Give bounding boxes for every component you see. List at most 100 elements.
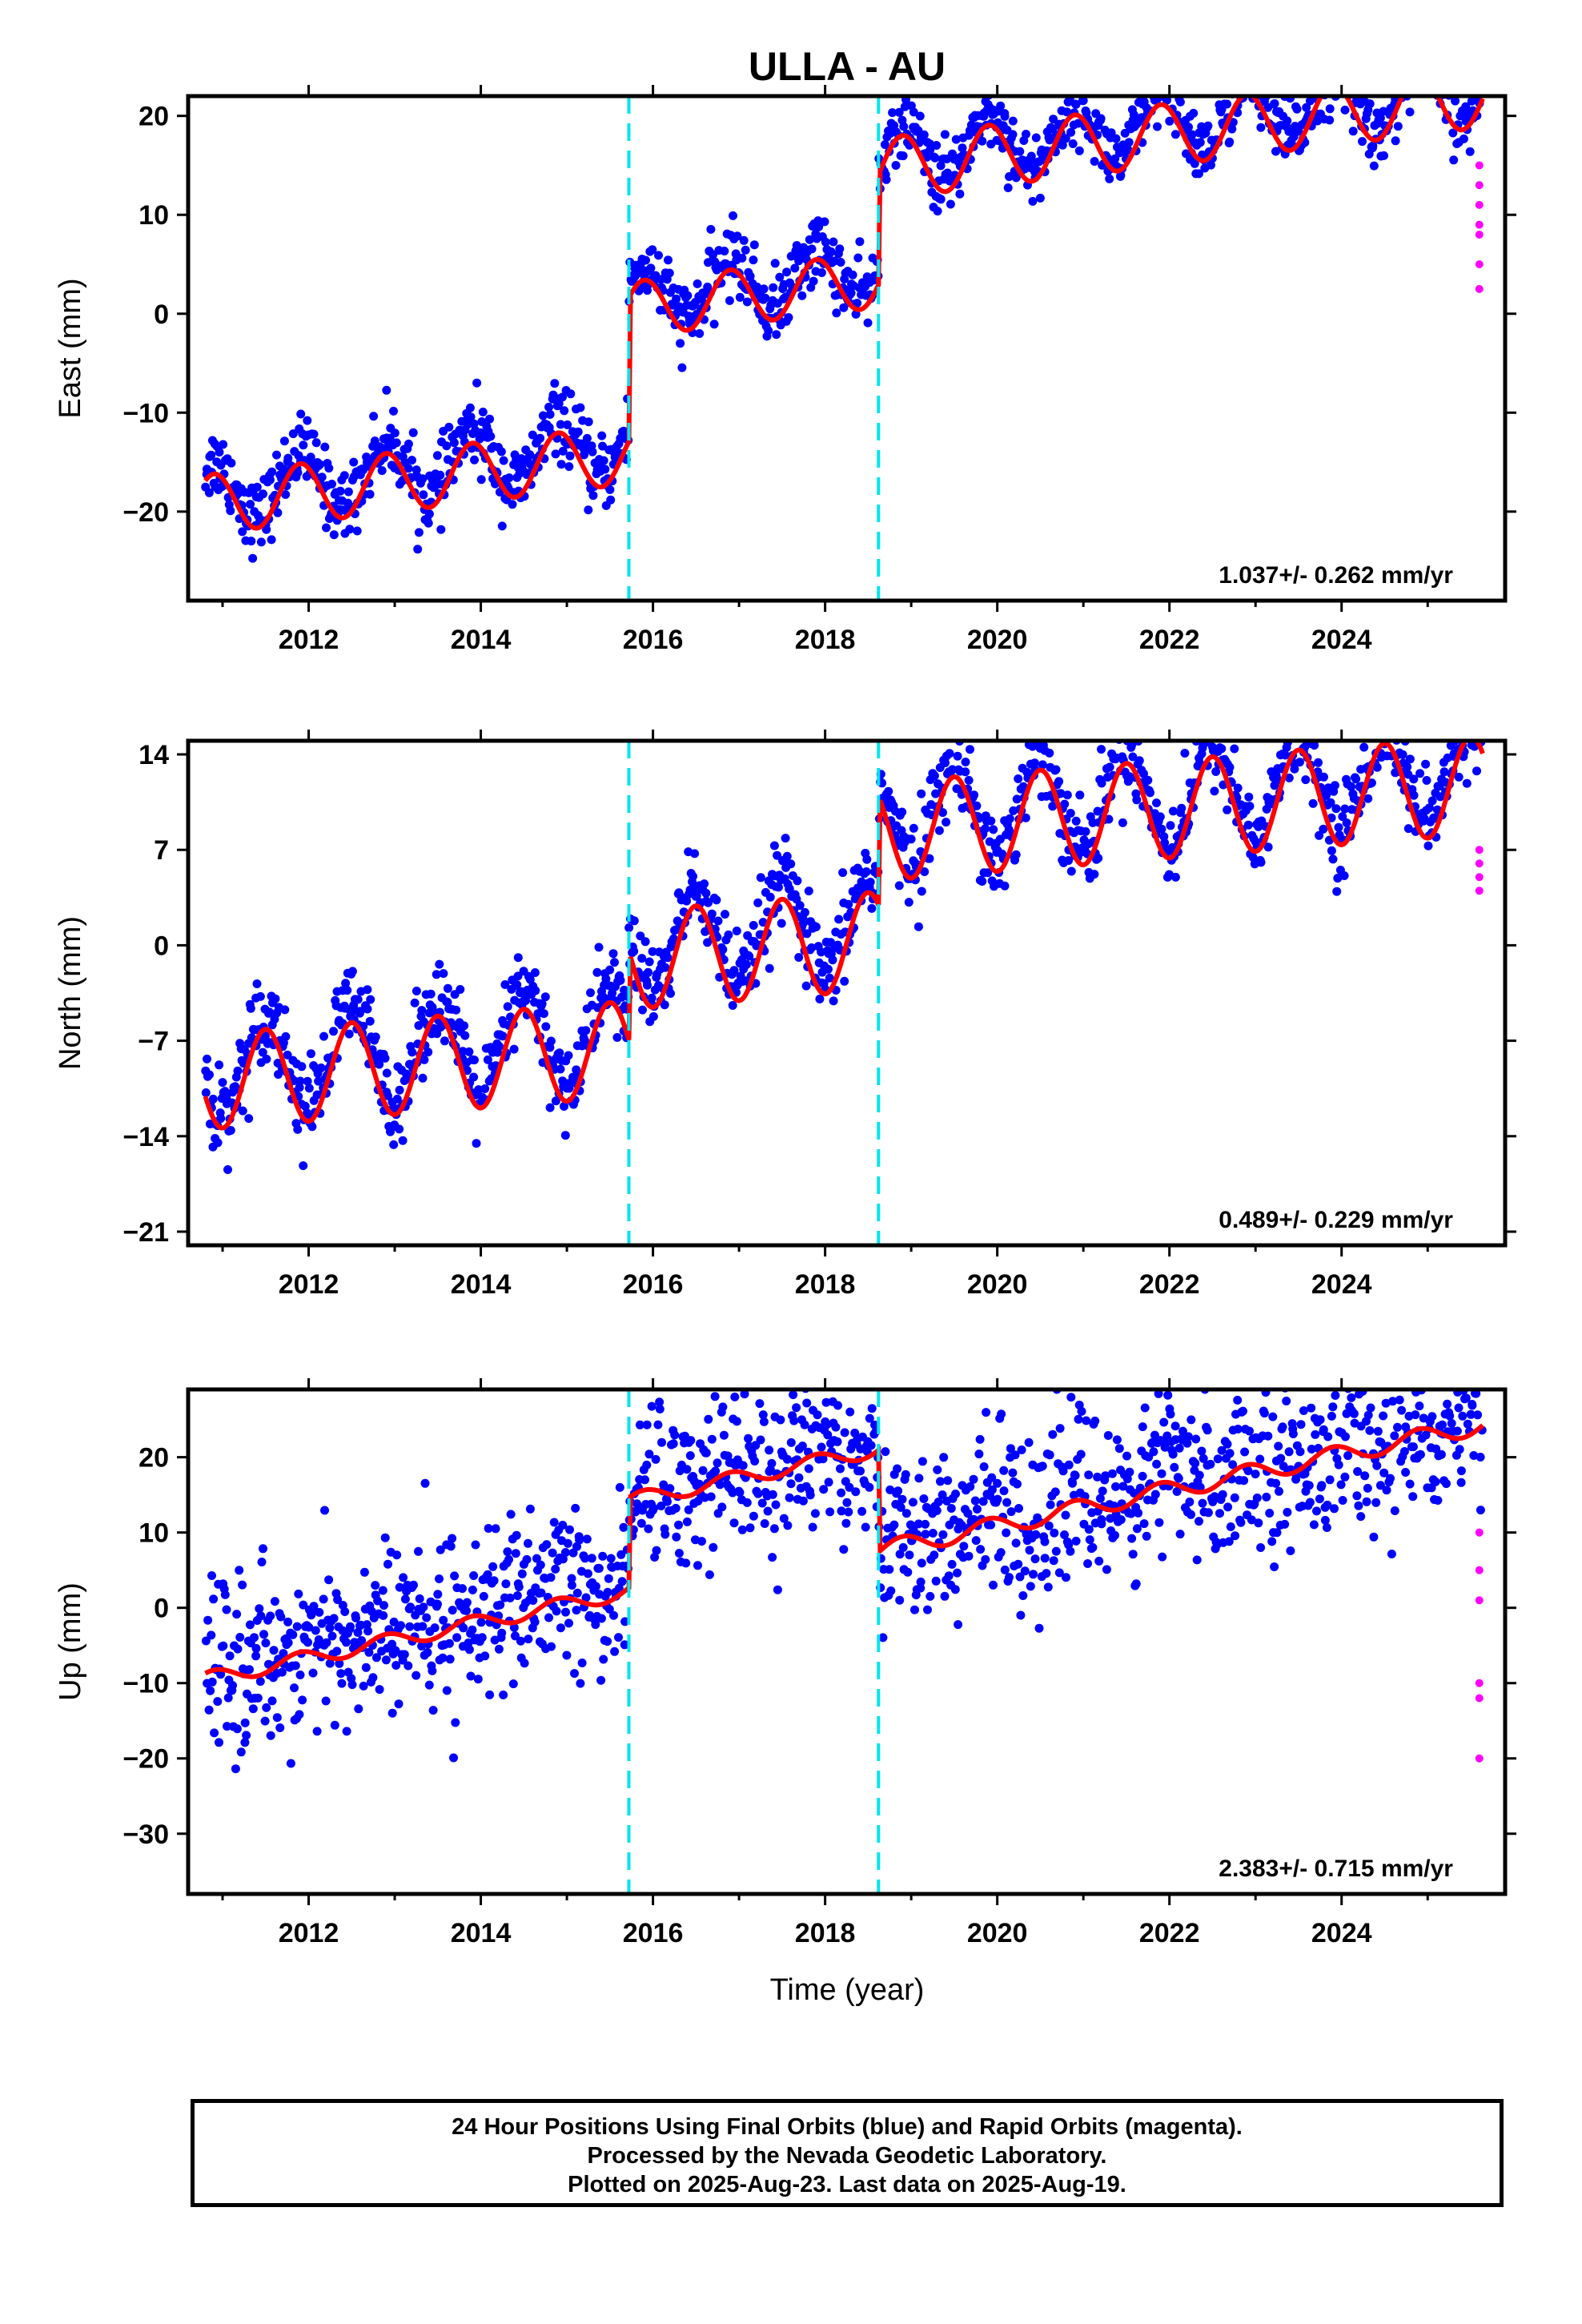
y-tick-label: 0 [154,1594,169,1624]
final-orbit-point [861,867,871,876]
final-orbit-point [753,898,763,907]
final-orbit-point [587,1554,596,1563]
final-orbit-point [755,1399,765,1409]
final-orbit-point [215,448,224,457]
final-orbit-point [484,1524,493,1533]
final-orbit-point [255,991,265,1001]
final-orbit-point [649,1504,658,1513]
final-orbit-point [612,1033,622,1042]
final-orbit-point [794,1473,804,1482]
final-orbit-point [207,1677,217,1687]
final-orbit-point [1030,758,1039,768]
final-orbit-point [931,1576,941,1586]
final-orbit-point [598,441,607,451]
final-orbit-point [500,980,510,989]
final-orbit-point [1321,54,1330,62]
final-orbit-point [253,1693,263,1703]
final-orbit-point [1454,772,1464,782]
final-orbit-point [1157,1469,1166,1478]
final-orbit-point [999,1486,1009,1496]
final-orbit-point [813,1410,822,1420]
final-orbit-point [1151,83,1160,92]
final-orbit-point [412,1671,421,1680]
final-orbit-point [936,195,946,204]
final-orbit-point [1235,64,1243,73]
final-orbit-point [635,1420,644,1429]
final-orbit-point [1456,1466,1466,1476]
final-orbit-point [324,1575,334,1585]
final-orbit-point [1073,80,1082,89]
final-orbit-point [558,1521,568,1530]
final-orbit-point [1086,82,1094,90]
final-orbit-point [1462,778,1472,788]
final-orbit-point [1263,1431,1273,1441]
final-orbit-point [1207,712,1215,721]
final-orbit-point [380,1533,390,1542]
final-orbit-point [1090,157,1099,166]
final-orbit-point [281,490,291,499]
final-orbit-point [842,1498,852,1507]
final-orbit-point [894,881,904,891]
final-orbit-point [893,1486,903,1496]
final-orbit-point [1257,1365,1266,1373]
final-orbit-point [1440,72,1449,81]
final-orbit-point [257,1558,267,1566]
final-orbit-point [1425,77,1434,86]
final-orbit-point [987,1485,997,1494]
final-orbit-point [1470,72,1479,81]
final-orbit-point [614,1583,624,1593]
final-orbit-point [329,1027,338,1036]
final-orbit-point [1188,729,1197,738]
final-orbit-point [759,284,769,294]
final-orbit-point [1056,789,1066,798]
final-orbit-point [1457,722,1466,731]
final-orbit-point [440,1036,449,1046]
final-orbit-point [772,330,781,340]
final-orbit-point [1157,824,1166,834]
final-orbit-point [598,1551,608,1561]
final-orbit-point [676,339,685,348]
final-orbit-point [1153,122,1162,131]
final-orbit-point [1381,718,1390,726]
final-orbit-point [213,1138,223,1148]
final-orbit-point [1320,1515,1330,1525]
final-orbit-point [1143,775,1153,785]
final-orbit-point [1419,77,1428,86]
final-orbit-point [1360,1376,1369,1385]
final-orbit-point [1407,1341,1415,1349]
final-orbit-point [693,1496,703,1506]
final-orbit-point [798,1496,808,1506]
final-orbit-point [1394,1359,1403,1368]
final-orbit-point [800,1420,809,1429]
final-orbit-point [309,1602,319,1611]
final-orbit-point [821,237,830,247]
final-orbit-point [1195,1482,1205,1492]
final-orbit-point [1066,1546,1075,1556]
y-tick-label: 0 [154,300,169,330]
final-orbit-point [1363,794,1373,803]
final-orbit-point [749,255,758,265]
final-orbit-point [753,1489,763,1498]
final-orbit-point [1005,814,1014,823]
final-orbit-point [741,245,750,255]
final-orbit-point [1146,82,1154,90]
final-orbit-point [204,1705,214,1715]
final-orbit-point [944,1571,954,1581]
final-orbit-point [642,1460,652,1470]
final-orbit-point [700,879,709,889]
final-orbit-point [581,1593,591,1602]
final-orbit-point [690,849,700,858]
final-orbit-point [1170,872,1180,882]
final-orbit-point [1393,1422,1402,1432]
final-orbit-point [763,1506,773,1516]
final-orbit-point [1175,1530,1185,1539]
final-orbit-point [1433,1496,1443,1505]
final-orbit-point [1233,1425,1243,1433]
final-orbit-point [1354,1501,1363,1510]
final-orbit-point [320,1506,329,1515]
velocity-rate-label: 0.489+/- 0.229 mm/yr [1219,1207,1453,1233]
x-tick-label: 2014 [451,1918,512,1948]
final-orbit-point [732,927,741,935]
final-orbit-point [1319,772,1328,782]
